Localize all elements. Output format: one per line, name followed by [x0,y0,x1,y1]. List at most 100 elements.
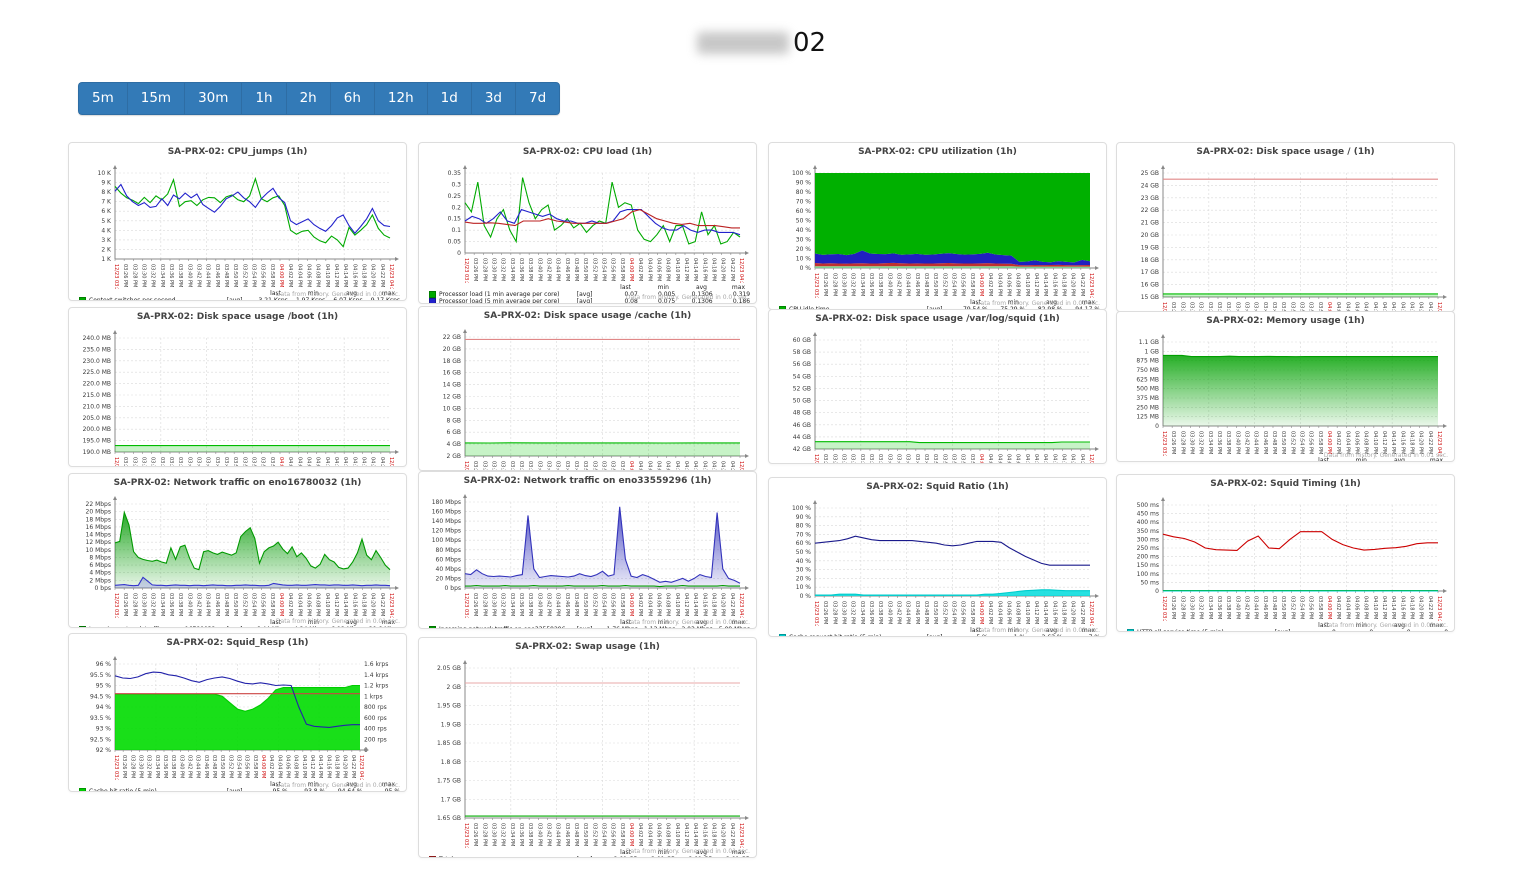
x-tick-label: 12/23 04:24 PM [738,258,744,283]
y-tick-label: 875 MB [1136,358,1159,365]
x-tick-label: 12/23 03:24 PM [113,755,119,780]
x-tick-label: 03:44 PM [555,461,561,471]
x-tick-label: 04:06 PM [1006,601,1012,624]
legend-column-min: min [657,619,669,626]
x-tick-label: 04:14 PM [342,593,348,616]
legend-column-min: min [1007,299,1019,306]
x-tick-label: 03:58 PM [252,755,258,778]
legend-max: 95 % [384,788,401,792]
x-tick-label: 03:32 PM [850,454,856,464]
time-range-button-6h[interactable]: 6h [329,82,374,115]
x-tick-label: 03:42 PM [896,601,902,624]
x-tick-label: 03:54 PM [251,264,257,287]
y-tick-label-right: 1.6 krps [364,661,388,668]
series-cpu-idle-time [815,173,1090,263]
y-tick-label: 4 GB [447,441,462,448]
time-range-button-2h[interactable]: 2h [285,82,330,115]
time-range-button-5m[interactable]: 5m [78,82,127,115]
x-tick-label: 03:52 PM [591,258,597,281]
x-tick-label: 03:56 PM [960,454,966,464]
x-tick-label: 04:06 PM [306,593,312,616]
y-tick-label: 300 ms [1137,536,1159,543]
graph-plot-net-eno33559296[interactable]: 180 Mbps 160 Mbps 140 Mbps 120 Mbps 100 Mbps… [419,488,754,618]
graph-plot-cpu-jumps[interactable]: 10 K 9 K 8 K 7 K 6 K 5 K 4 K 3 K 2 K 1 K12/23 03:… [69,159,404,289]
y-tick-label: 96 % [96,661,112,668]
x-tick-label: 04:06 PM [1354,431,1360,454]
graph-plot-cpu-load[interactable]: 0.35 0.3 0.25 0.2 0.15 0.1 0.05 012/23 03:24 PM… [419,159,754,283]
graph-title: SA-PRX-02: Network traffic on eno3355929… [463,476,712,486]
graph-footer-note: Data from history. Generated in 0.01 sec… [975,627,1100,634]
graph-legend: lastminavgmaxAvailable memory[avg]931 MB… [1117,456,1454,461]
legend-column-last: last [620,849,631,856]
x-tick-label: 03:26 PM [472,593,478,616]
x-tick-label: 04:02 PM [287,593,293,616]
x-tick-label: 04:16 PM [701,823,707,846]
legend-swatch [429,626,436,628]
graph-footer-note: Data from history. Generated in 0.01 sec… [275,782,400,789]
time-range-button-1d[interactable]: 1d [426,82,471,115]
legend-last: 0.07 [624,291,638,298]
time-range-button-12h[interactable]: 12h [373,82,427,115]
legend-row: HTTP all service time (5 min)[avg]0000 [1127,629,1448,631]
graph-plot-swap-usage[interactable]: 2.05 GB 2 GB 1.95 GB 1.9 GB 1.85 GB 1.8 GB 1.7… [419,654,754,848]
x-tick-label: 04:12 PM [1381,596,1387,619]
graph-plot-squid-resp[interactable]: 96 % 1.6 krps 95.5 % 1.4 krps 95 % 1.2 krps 94… [69,650,404,780]
y-tick-label: 250 ms [1137,545,1159,552]
graph-plot-disk-root[interactable]: 25 GB 24 GB 23 GB 22 GB 21 GB 20 GB 19 GB 18 GB… [1117,159,1452,312]
x-tick-label: 04:06 PM [1006,454,1012,464]
y-tick-label-right: 1.2 krps [364,683,388,690]
x-tick-label: 04:10 PM [301,755,307,778]
x-tick-label: 04:08 PM [665,258,671,281]
y-tick-label: 625 MB [1136,376,1159,383]
y-tick-label: 60 % [796,540,812,547]
x-tick-label: 04:14 PM [317,755,323,778]
legend-row: Cache request hit ratio (5 min)[avg]5 %1… [779,634,1100,636]
graph-plot-disk-boot[interactable]: 240.0 MB 235.0 MB 230.0 MB 225.0 MB 220.0 MB… [69,324,404,467]
y-tick-label: 0.3 [451,181,461,188]
series-line-outgoing-network-traffic-on-eno16780032 [114,576,391,587]
time-range-button-15m[interactable]: 15m [126,82,185,115]
legend-label: Cache hit ratio (5 min) [89,788,157,792]
graph-plot-cpu-utilization[interactable]: 100 % 90 % 80 % 70 % 60 % 50 % 40 % 30 % 20 % 10 … [769,159,1104,298]
x-tick-label: 03:26 PM [1170,596,1176,619]
x-tick-label: 03:36 PM [168,593,174,616]
time-range-button-3d[interactable]: 3d [470,82,515,115]
graph-plot-disk-cache[interactable]: 22 GB 20 GB 18 GB 16 GB 14 GB 12 GB 10 GB 8 GB 6… [419,323,754,471]
x-tick-label: 04:06 PM [306,264,312,287]
legend-label: Processor load (5 min average per core) [439,298,560,304]
x-tick-label: 03:40 PM [1234,596,1240,619]
time-range-button-7d[interactable]: 7d [514,82,561,115]
y-tick-label: 1 K [101,256,112,263]
graph-plot-disk-varlogsquid[interactable]: 60 GB 58 GB 56 GB 54 GB 52 GB 50 GB 48 GB 46 GB… [769,326,1104,464]
time-range-button-1h[interactable]: 1h [241,82,286,115]
x-tick-label: 03:52 PM [591,593,597,616]
x-tick-label: 04:04 PM [646,823,652,846]
time-range-button-30m[interactable]: 30m [184,82,242,115]
x-tick-label: 03:54 PM [951,273,957,296]
x-tick-label: 04:02 PM [287,457,293,467]
x-tick-label: 03:26 PM [472,461,478,471]
legend-swatch [79,297,86,300]
x-tick-label: 03:50 PM [1280,596,1286,619]
legend-max: 0.186 [732,298,751,304]
graph-plot-memory-usage[interactable]: 1.1 GB 1 GB 875 MB 750 MB 625 MB 500 MB 375 MB… [1117,328,1452,456]
legend-column-max: max [1429,622,1443,629]
legend-column-min: min [307,781,319,788]
graph-plot-squid-ratio[interactable]: 100 % 90 % 80 %70 % 60 % 50 % 40 % 30 %20 % 10 … [769,494,1104,626]
x-tick-label: 03:50 PM [219,755,225,778]
x-tick-label: 04:06 PM [1006,273,1012,296]
x-tick-label: 03:48 PM [1271,596,1277,619]
legend-column-max: max [731,849,745,856]
y-tick-label: 20 % [796,575,812,582]
x-tick-label: 04:02 PM [637,823,643,846]
x-tick-label: 04:22 PM [729,593,735,616]
x-tick-label: 04:02 PM [637,258,643,281]
x-tick-label: 03:40 PM [186,593,192,616]
x-tick-label: 03:58 PM [969,454,975,464]
y-tick-label: 20 GB [1141,232,1159,239]
y-tick-label: 400 ms [1137,519,1159,526]
x-tick-label: 04:08 PM [1363,302,1369,312]
